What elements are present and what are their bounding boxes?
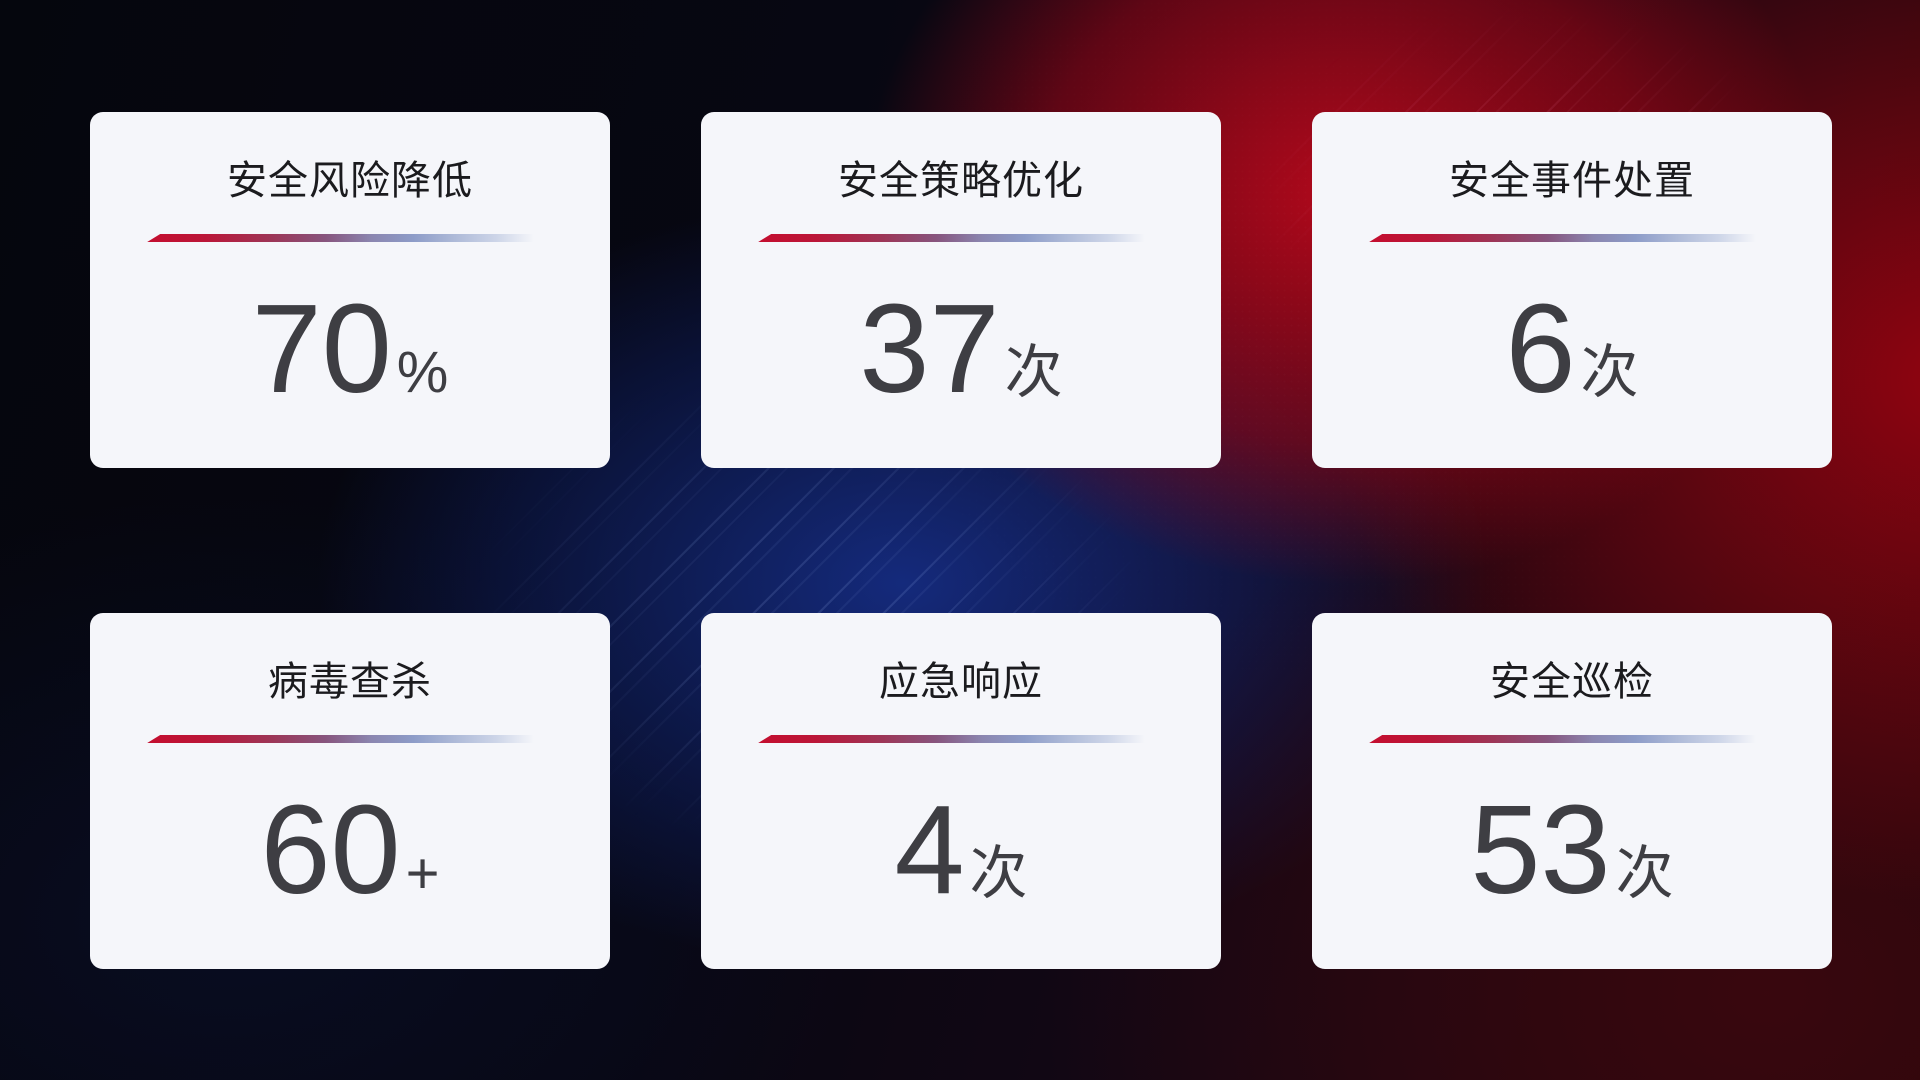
- stat-unit: 次: [1615, 841, 1674, 906]
- accent-divider: [1369, 234, 1786, 242]
- stat-card-incident-handling: 安全事件处置 6 次: [1312, 112, 1832, 468]
- stat-card-security-risk-reduction: 安全风险降低 70 %: [90, 112, 610, 468]
- value-row: 70 %: [252, 286, 449, 412]
- stat-card-virus-scan: 病毒查杀 60 +: [90, 613, 610, 969]
- card-title: 应急响应: [879, 660, 1043, 704]
- stat-value: 60: [260, 779, 401, 920]
- stat-value: 37: [859, 278, 1000, 419]
- stat-value: 6: [1505, 278, 1576, 419]
- accent-divider: [758, 234, 1175, 242]
- value-row: 4 次: [894, 787, 1027, 913]
- card-title: 安全策略优化: [838, 159, 1084, 203]
- card-title: 病毒查杀: [268, 660, 432, 704]
- stat-unit: +: [405, 841, 440, 906]
- stat-unit: 次: [1580, 340, 1639, 405]
- stat-cards-grid: 安全风险降低 70 % 安全策略优化 37 次 安全事件处置 6 次 病毒查: [90, 112, 1832, 969]
- stat-unit: %: [396, 340, 449, 405]
- accent-divider: [1369, 735, 1786, 743]
- value-row: 60 +: [260, 787, 439, 913]
- accent-divider: [147, 735, 564, 743]
- stat-unit: 次: [1004, 340, 1063, 405]
- stat-card-emergency-response: 应急响应 4 次: [701, 613, 1221, 969]
- stat-value: 4: [894, 779, 965, 920]
- stat-value: 70: [251, 278, 392, 419]
- value-row: 37 次: [859, 286, 1062, 412]
- value-row: 53 次: [1470, 787, 1673, 913]
- stat-card-policy-optimization: 安全策略优化 37 次: [701, 112, 1221, 468]
- card-title: 安全事件处置: [1449, 159, 1695, 203]
- stat-unit: 次: [969, 841, 1028, 906]
- accent-divider: [147, 234, 564, 242]
- stat-card-security-inspection: 安全巡检 53 次: [1312, 613, 1832, 969]
- accent-divider: [758, 735, 1175, 743]
- card-title: 安全风险降低: [227, 159, 473, 203]
- card-title: 安全巡检: [1490, 660, 1654, 704]
- stat-value: 53: [1470, 779, 1611, 920]
- value-row: 6 次: [1505, 286, 1638, 412]
